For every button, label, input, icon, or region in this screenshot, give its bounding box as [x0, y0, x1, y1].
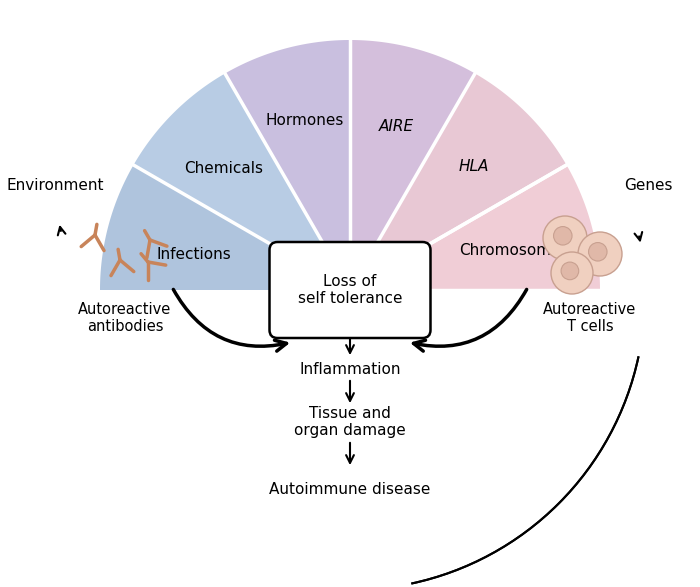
FancyBboxPatch shape: [270, 242, 430, 338]
Text: Genes: Genes: [624, 177, 672, 193]
Circle shape: [578, 232, 622, 276]
Text: Chromosome: Chromosome: [459, 242, 561, 258]
Text: Loss of
self tolerance: Loss of self tolerance: [298, 274, 402, 306]
Circle shape: [589, 242, 607, 261]
Polygon shape: [350, 73, 566, 290]
Circle shape: [543, 216, 587, 260]
Text: Environment: Environment: [6, 177, 104, 193]
Text: Autoimmune disease: Autoimmune disease: [270, 483, 430, 498]
Polygon shape: [225, 40, 350, 290]
Text: Hormones: Hormones: [265, 113, 344, 129]
Text: Chemicals: Chemicals: [185, 161, 264, 176]
Circle shape: [551, 252, 593, 294]
Circle shape: [561, 262, 579, 280]
Text: Tissue and
organ damage: Tissue and organ damage: [294, 406, 406, 438]
Text: HLA: HLA: [458, 158, 489, 174]
Polygon shape: [350, 40, 475, 290]
Text: AIRE: AIRE: [379, 119, 414, 134]
Text: Infections: Infections: [157, 247, 232, 261]
Text: Autoreactive
T cells: Autoreactive T cells: [543, 302, 636, 334]
Circle shape: [554, 227, 572, 245]
Polygon shape: [134, 73, 350, 290]
Text: Inflammation: Inflammation: [300, 363, 400, 377]
Polygon shape: [100, 165, 350, 290]
Text: Autoreactive
antibodies: Autoreactive antibodies: [78, 302, 172, 334]
Polygon shape: [350, 165, 600, 290]
